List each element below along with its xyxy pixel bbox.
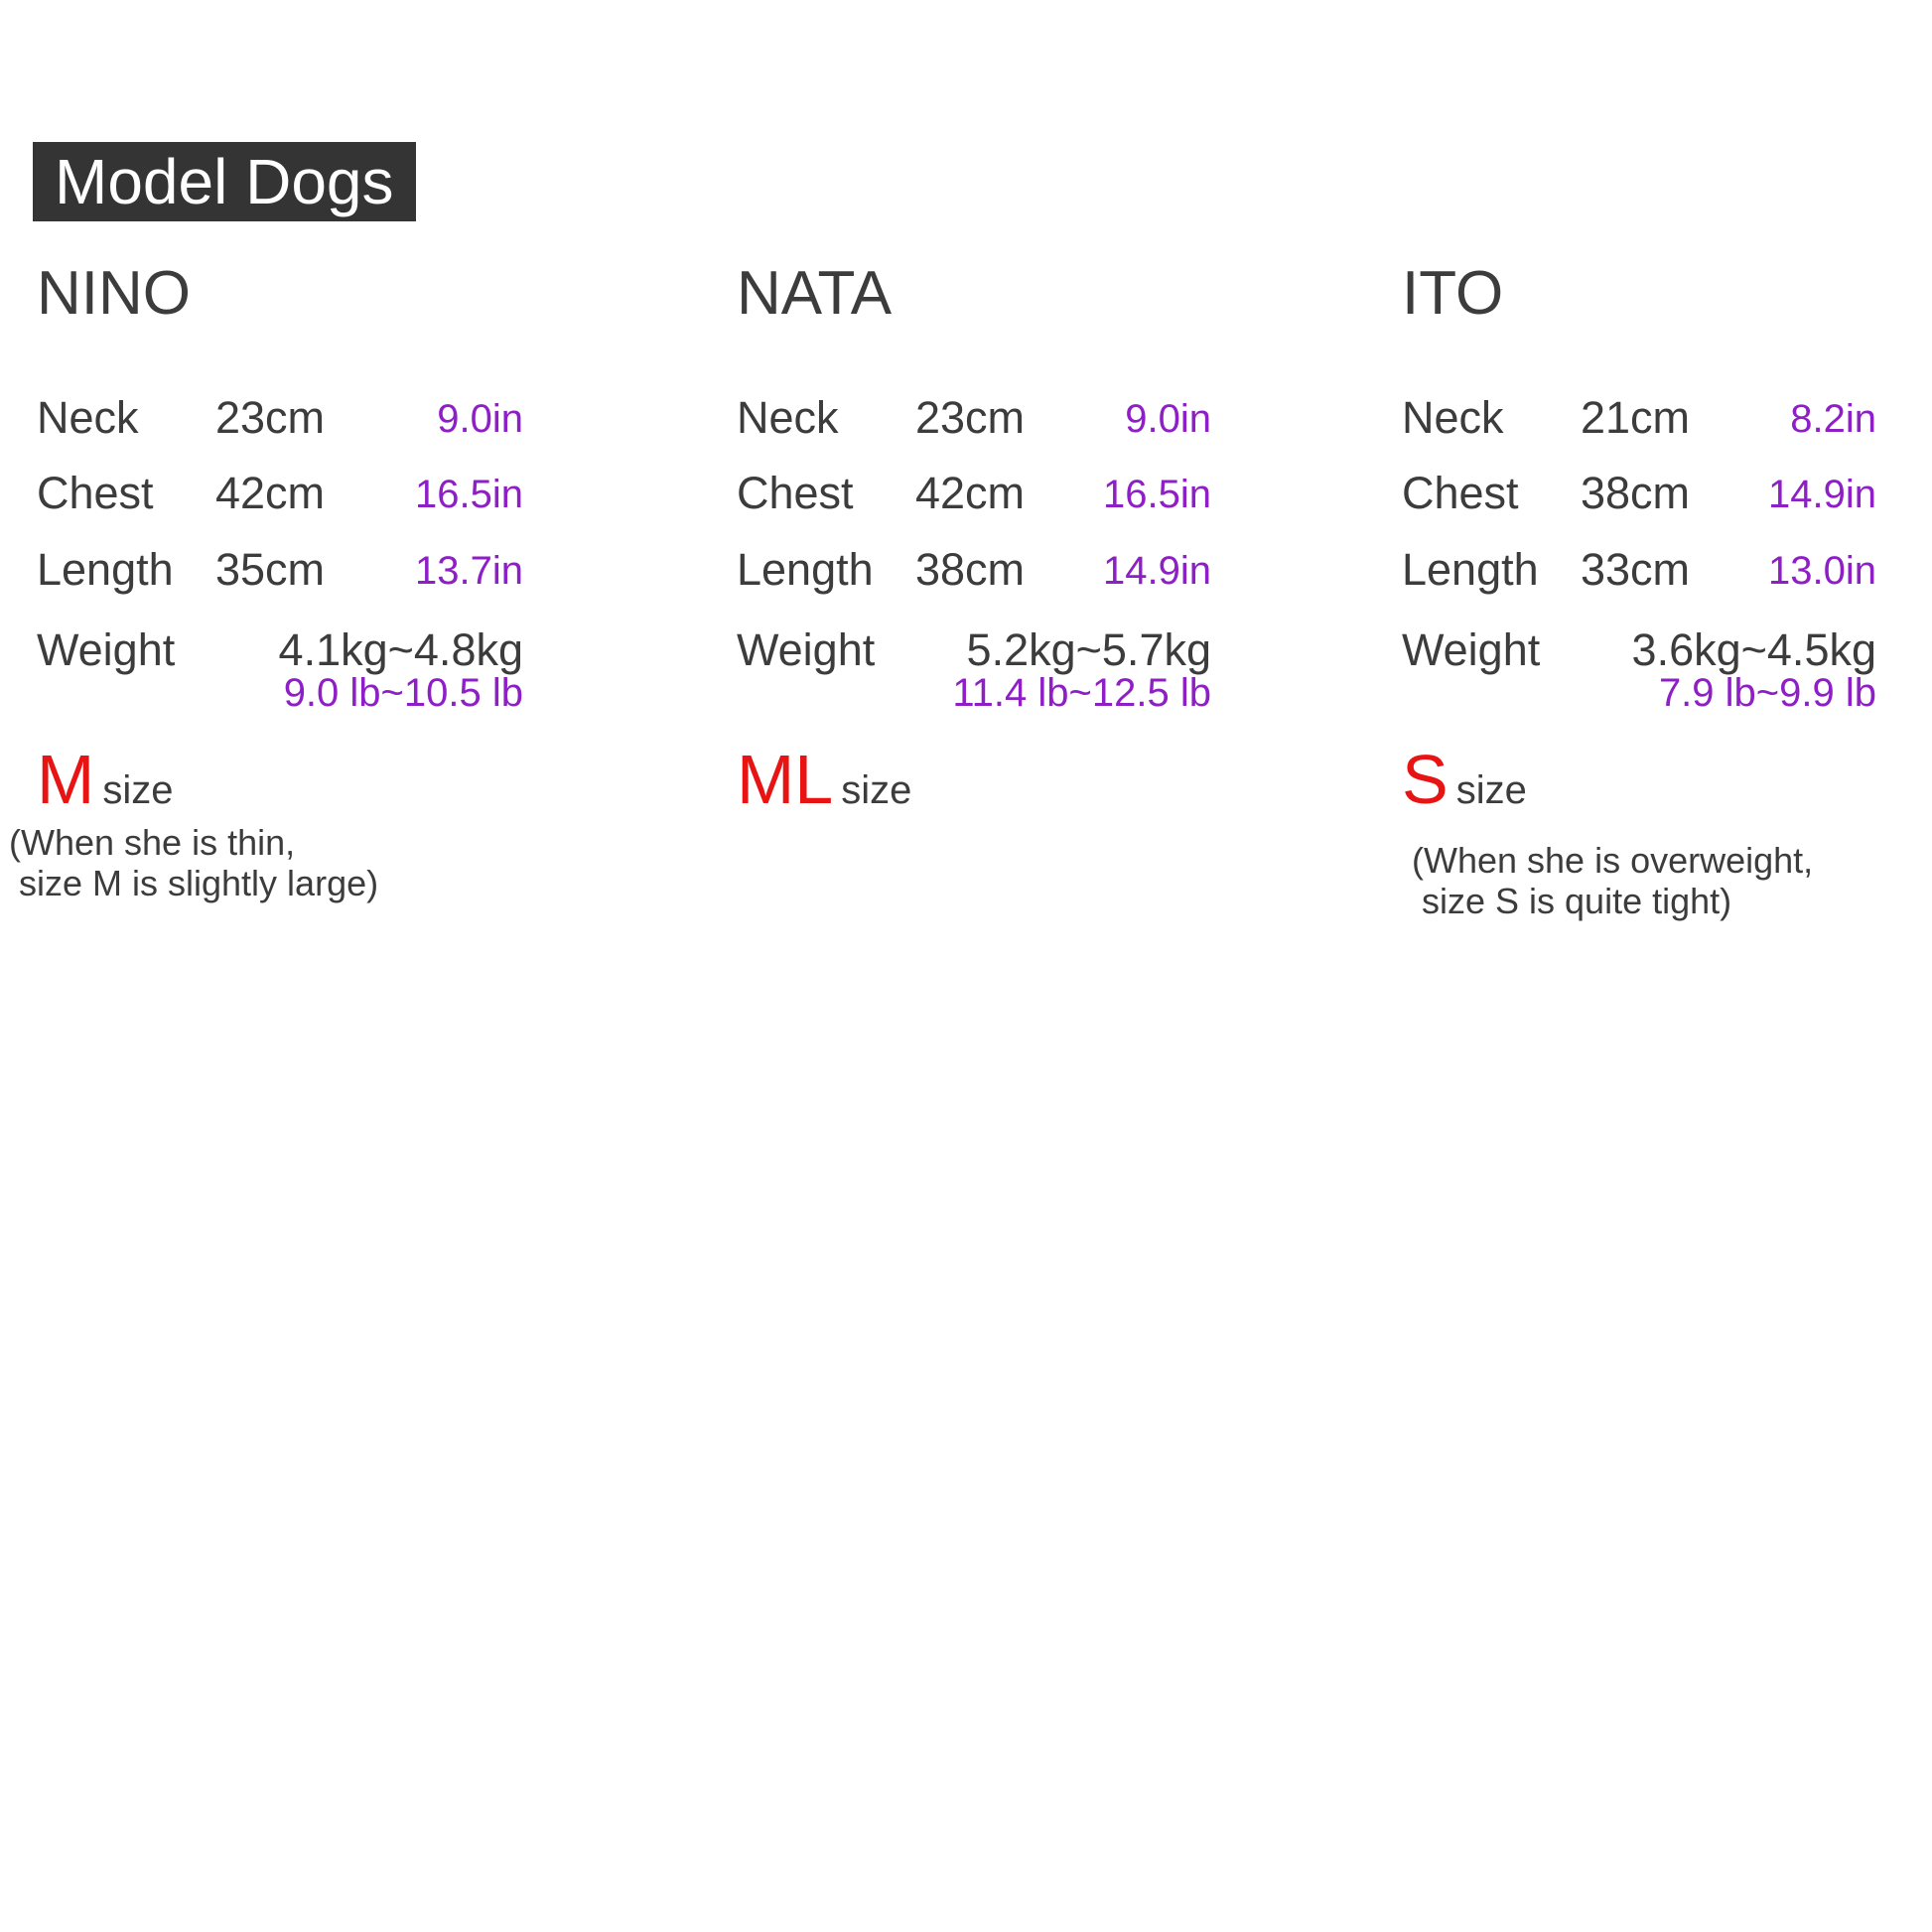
- weight-lb-value: 9.0 lb~10.5 lb: [283, 671, 523, 715]
- size-note-line: (When she is thin,: [9, 822, 296, 863]
- weight-row: Weight 4.1kg~4.8kg: [37, 624, 523, 686]
- measurement-in-value: 9.0in: [437, 397, 523, 441]
- measurement-cm-value: 21cm: [1581, 392, 1691, 443]
- page-title-badge: Model Dogs: [33, 142, 416, 221]
- measurement-row-neck: Neck 23cm 9.0in: [37, 392, 523, 454]
- weight-label: Weight: [1402, 624, 1541, 675]
- size-note-line: size M is slightly large): [9, 863, 379, 903]
- measurement-row-length: Length 38cm 14.9in: [737, 544, 1211, 606]
- measurement-cm-value: 33cm: [1581, 544, 1691, 595]
- measurement-in-value: 8.2in: [1790, 397, 1876, 441]
- weight-kg-value: 3.6kg~4.5kg: [1631, 624, 1876, 675]
- dog-name: NATA: [737, 259, 893, 328]
- measurement-in-value: 14.9in: [1103, 549, 1211, 593]
- measurement-label: Neck: [1402, 392, 1504, 443]
- dog-name: NINO: [37, 259, 191, 328]
- size-suffix: size: [102, 768, 174, 812]
- size-letter: S: [1402, 741, 1449, 818]
- measurement-label: Length: [737, 544, 874, 595]
- measurement-label: Chest: [37, 468, 154, 518]
- size-letter: ML: [737, 741, 834, 818]
- measurement-label: Neck: [737, 392, 839, 443]
- measurement-in-value: 16.5in: [1103, 473, 1211, 516]
- measurement-row-length: Length 33cm 13.0in: [1402, 544, 1876, 606]
- size-note-line: size S is quite tight): [1412, 881, 1732, 921]
- measurement-row-chest: Chest 38cm 14.9in: [1402, 468, 1876, 529]
- size-letter: M: [37, 741, 95, 818]
- size-note: (When she is thin, size M is slightly la…: [9, 822, 378, 903]
- measurement-label: Length: [1402, 544, 1539, 595]
- weight-lb-value: 11.4 lb~12.5 lb: [952, 671, 1211, 715]
- measurement-in-value: 9.0in: [1125, 397, 1211, 441]
- weight-row: Weight 3.6kg~4.5kg: [1402, 624, 1876, 686]
- measurement-in-value: 13.7in: [415, 549, 523, 593]
- measurement-label: Neck: [37, 392, 139, 443]
- measurement-in-value: 13.0in: [1768, 549, 1876, 593]
- dog-name: ITO: [1402, 259, 1504, 328]
- weight-kg-value: 4.1kg~4.8kg: [278, 624, 523, 675]
- size-suffix: size: [841, 768, 912, 812]
- measurement-label: Chest: [1402, 468, 1519, 518]
- measurement-cm-value: 38cm: [1581, 468, 1691, 518]
- size-note-line: (When she is overweight,: [1412, 840, 1814, 881]
- dog-column-nata: NATA Neck 23cm 9.0in Chest 42cm 16.5in L…: [737, 0, 1211, 1932]
- measurement-cm-value: 42cm: [915, 468, 1026, 518]
- measurement-row-chest: Chest 42cm 16.5in: [737, 468, 1211, 529]
- measurement-cm-value: 35cm: [215, 544, 326, 595]
- dog-column-nino: NINO Neck 23cm 9.0in Chest 42cm 16.5in L…: [9, 0, 523, 1932]
- measurement-cm-value: 38cm: [915, 544, 1026, 595]
- measurement-cm-value: 42cm: [215, 468, 326, 518]
- measurement-cm-value: 23cm: [915, 392, 1026, 443]
- size-suffix: size: [1455, 768, 1527, 812]
- weight-label: Weight: [37, 624, 176, 675]
- measurement-row-chest: Chest 42cm 16.5in: [37, 468, 523, 529]
- size-note: (When she is overweight, size S is quite…: [1412, 840, 1813, 921]
- measurement-row-neck: Neck 23cm 9.0in: [737, 392, 1211, 454]
- measurement-in-value: 14.9in: [1768, 473, 1876, 516]
- weight-row: Weight 5.2kg~5.7kg: [737, 624, 1211, 686]
- weight-lb-value: 7.9 lb~9.9 lb: [1658, 671, 1876, 715]
- measurement-row-neck: Neck 21cm 8.2in: [1402, 392, 1876, 454]
- weight-label: Weight: [737, 624, 876, 675]
- measurement-row-length: Length 35cm 13.7in: [37, 544, 523, 606]
- recommended-size: ML size: [737, 745, 911, 814]
- measurement-cm-value: 23cm: [215, 392, 326, 443]
- measurement-label: Chest: [737, 468, 854, 518]
- weight-kg-value: 5.2kg~5.7kg: [966, 624, 1211, 675]
- measurement-in-value: 16.5in: [415, 473, 523, 516]
- measurement-label: Length: [37, 544, 174, 595]
- dog-column-ito: ITO Neck 21cm 8.2in Chest 38cm 14.9in Le…: [1402, 0, 1876, 1932]
